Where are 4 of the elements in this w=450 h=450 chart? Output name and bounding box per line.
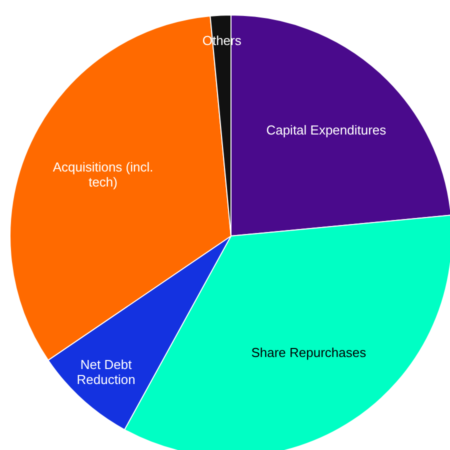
slice-label: Share Repurchases xyxy=(251,346,367,361)
slice-label: Capital Expenditures xyxy=(266,122,387,138)
slice-label: Acquisitions (incl. tech) xyxy=(52,160,154,190)
slice-label: Net Debt Reduction xyxy=(76,357,136,388)
